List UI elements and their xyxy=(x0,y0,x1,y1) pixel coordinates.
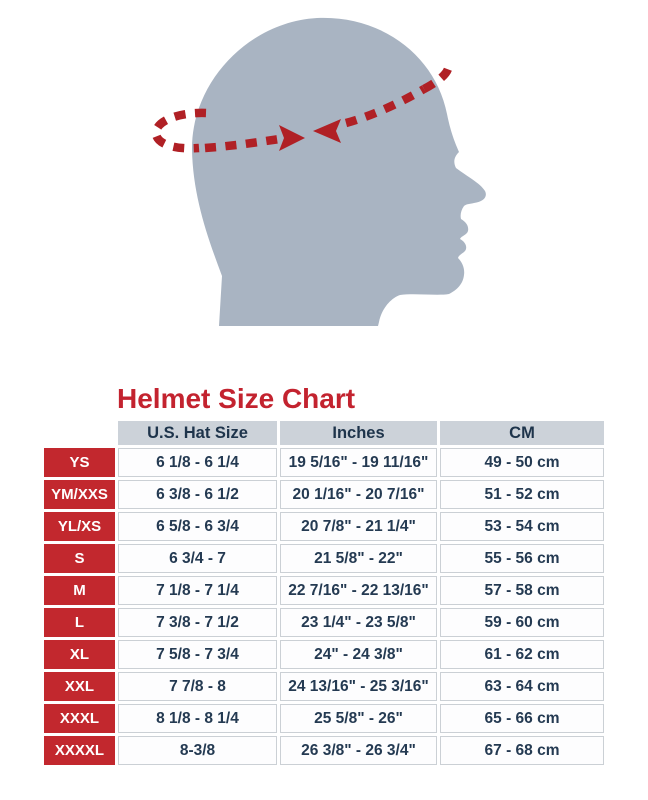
table-row: YS 6 1/8 - 6 1/4 19 5/16" - 19 11/16" 49 - … xyxy=(44,448,604,477)
measuring-tape-dashes-icon xyxy=(151,61,453,153)
cm-cell: 57 - 58 cm xyxy=(440,576,604,605)
size-label: YS xyxy=(44,448,115,477)
head-measurement-figure xyxy=(0,0,648,378)
hat-size-cell: 8-3/8 xyxy=(118,736,277,765)
cm-cell: 51 - 52 cm xyxy=(440,480,604,509)
hat-size-cell: 7 5/8 - 7 3/4 xyxy=(118,640,277,669)
size-label: YM/XXS xyxy=(44,480,115,509)
inches-cell: 20 7/8" - 21 1/4" xyxy=(280,512,437,541)
cm-cell: 63 - 64 cm xyxy=(440,672,604,701)
size-label: XL xyxy=(44,640,115,669)
inches-cell: 20 1/16" - 20 7/16" xyxy=(280,480,437,509)
hat-size-cell: 7 1/8 - 7 1/4 xyxy=(118,576,277,605)
table-row: XXL 7 7/8 - 8 24 13/16" - 25 3/16" 63 - 64 … xyxy=(44,672,604,701)
size-label: XXXL xyxy=(44,704,115,733)
size-label: XXL xyxy=(44,672,115,701)
header-corner-cell xyxy=(44,421,115,445)
table-row: YL/XS 6 5/8 - 6 3/4 20 7/8" - 21 1/4" 53 - … xyxy=(44,512,604,541)
hat-size-cell: 6 5/8 - 6 3/4 xyxy=(118,512,277,541)
table-row: XL 7 5/8 - 7 3/4 24" - 24 3/8" 61 - 62 cm xyxy=(44,640,604,669)
inches-cell: 23 1/4" - 23 5/8" xyxy=(280,608,437,637)
cm-cell: 65 - 66 cm xyxy=(440,704,604,733)
hat-size-cell: 8 1/8 - 8 1/4 xyxy=(118,704,277,733)
head-measurement-illustration xyxy=(151,17,486,326)
size-label: S xyxy=(44,544,115,573)
hat-size-cell: 7 3/8 - 7 1/2 xyxy=(118,608,277,637)
hat-size-cell: 6 3/4 - 7 xyxy=(118,544,277,573)
inches-cell: 21 5/8" - 22" xyxy=(280,544,437,573)
inches-cell: 19 5/16" - 19 11/16" xyxy=(280,448,437,477)
table-row: XXXL 8 1/8 - 8 1/4 25 5/8" - 26" 65 - 66 cm xyxy=(44,704,604,733)
inches-cell: 24 13/16" - 25 3/16" xyxy=(280,672,437,701)
size-label: L xyxy=(44,608,115,637)
header-us-hat-size: U.S. Hat Size xyxy=(118,421,277,445)
measuring-tape-arrows-icon xyxy=(279,119,341,151)
inches-cell: 26 3/8" - 26 3/4" xyxy=(280,736,437,765)
inches-cell: 24" - 24 3/8" xyxy=(280,640,437,669)
cm-cell: 55 - 56 cm xyxy=(440,544,604,573)
table-row: XXXXL 8-3/8 26 3/8" - 26 3/4" 67 - 68 cm xyxy=(44,736,604,765)
page-title: Helmet Size Chart xyxy=(117,383,356,414)
head-silhouette-icon xyxy=(191,17,486,326)
hat-size-cell: 6 1/8 - 6 1/4 xyxy=(118,448,277,477)
table-row: YM/XXS 6 3/8 - 6 1/2 20 1/16" - 20 7/16" 51… xyxy=(44,480,604,509)
size-label: M xyxy=(44,576,115,605)
size-table-header: U.S. Hat Size Inches CM xyxy=(44,421,604,445)
helmet-size-table: U.S. Hat Size Inches CM YS 6 1/8 - 6 1/4 1… xyxy=(41,418,607,768)
hat-size-cell: 6 3/8 - 6 1/2 xyxy=(118,480,277,509)
cm-cell: 61 - 62 cm xyxy=(440,640,604,669)
header-inches: Inches xyxy=(280,421,437,445)
cm-cell: 49 - 50 cm xyxy=(440,448,604,477)
header-cm: CM xyxy=(440,421,604,445)
cm-cell: 67 - 68 cm xyxy=(440,736,604,765)
cm-cell: 59 - 60 cm xyxy=(440,608,604,637)
hat-size-cell: 7 7/8 - 8 xyxy=(118,672,277,701)
inches-cell: 22 7/16" - 22 13/16" xyxy=(280,576,437,605)
size-label: YL/XS xyxy=(44,512,115,541)
inches-cell: 25 5/8" - 26" xyxy=(280,704,437,733)
header-row: U.S. Hat Size Inches CM xyxy=(44,421,604,445)
size-label: XXXXL xyxy=(44,736,115,765)
cm-cell: 53 - 54 cm xyxy=(440,512,604,541)
size-table-body: YS 6 1/8 - 6 1/4 19 5/16" - 19 11/16" 49 - … xyxy=(44,448,604,765)
